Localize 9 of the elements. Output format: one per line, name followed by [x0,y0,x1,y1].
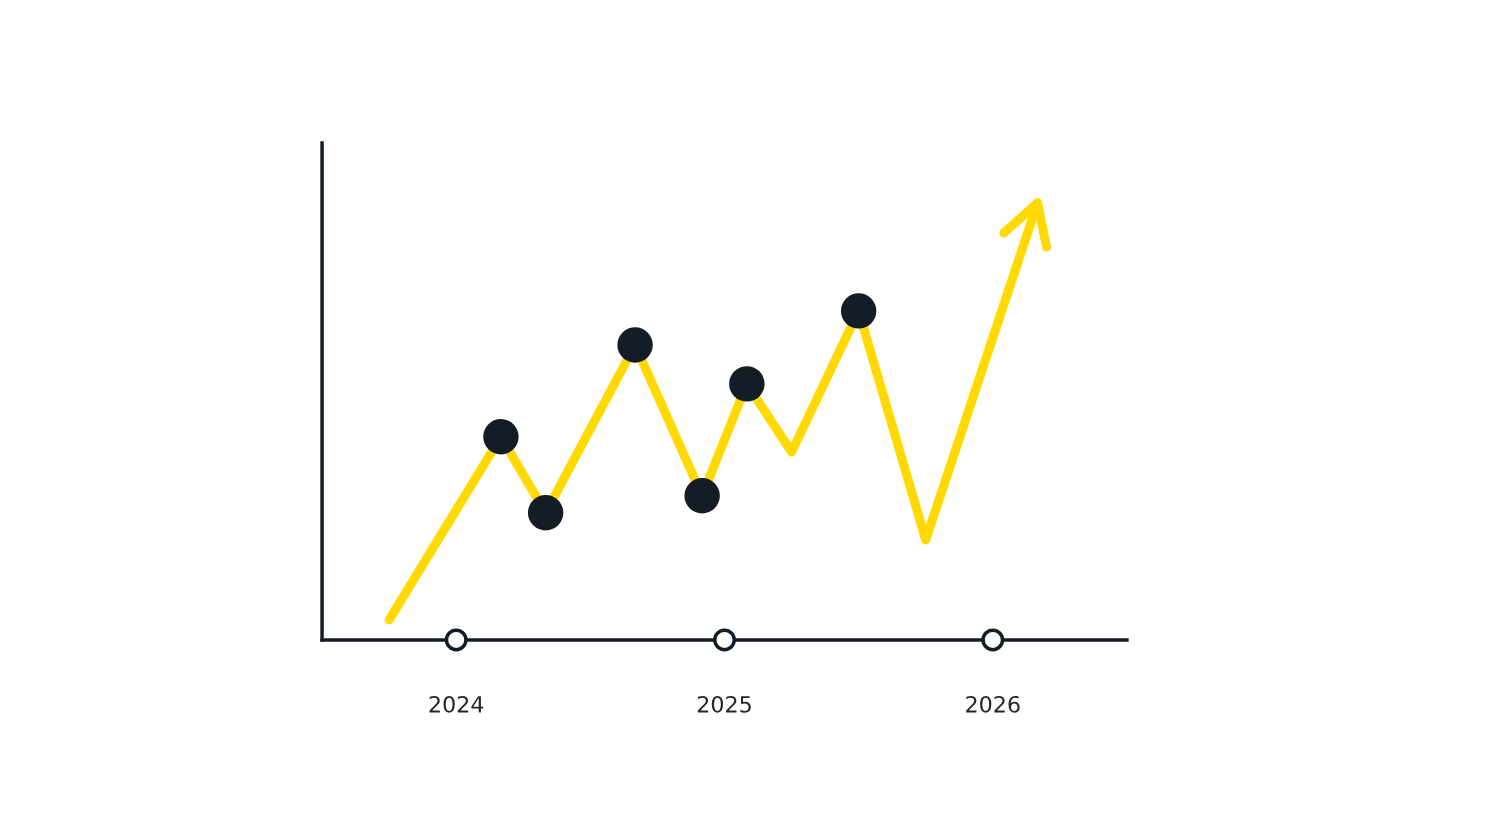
point [617,327,653,363]
point [840,293,877,329]
x-tick-label: 2025 [697,695,751,713]
x-tick-label: 2026 [966,695,1020,713]
point [527,495,564,531]
point [729,366,765,402]
x-tick-label: 2024 [429,695,484,713]
point [684,478,720,514]
point [483,419,519,455]
